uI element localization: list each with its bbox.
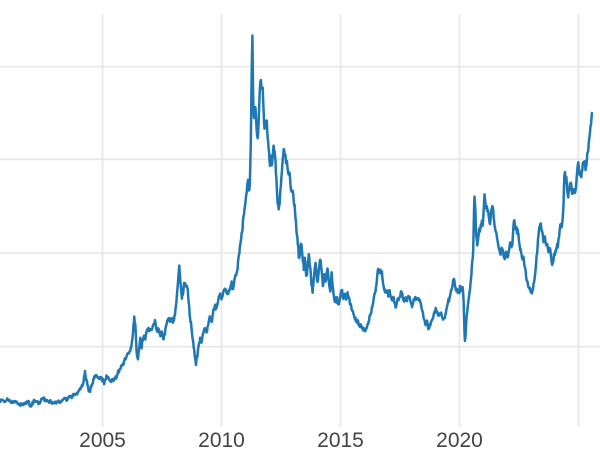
svg-text:2015: 2015 [317, 429, 364, 450]
svg-text:2010: 2010 [198, 429, 245, 450]
svg-text:2020: 2020 [436, 429, 483, 450]
svg-text:2005: 2005 [79, 429, 126, 450]
